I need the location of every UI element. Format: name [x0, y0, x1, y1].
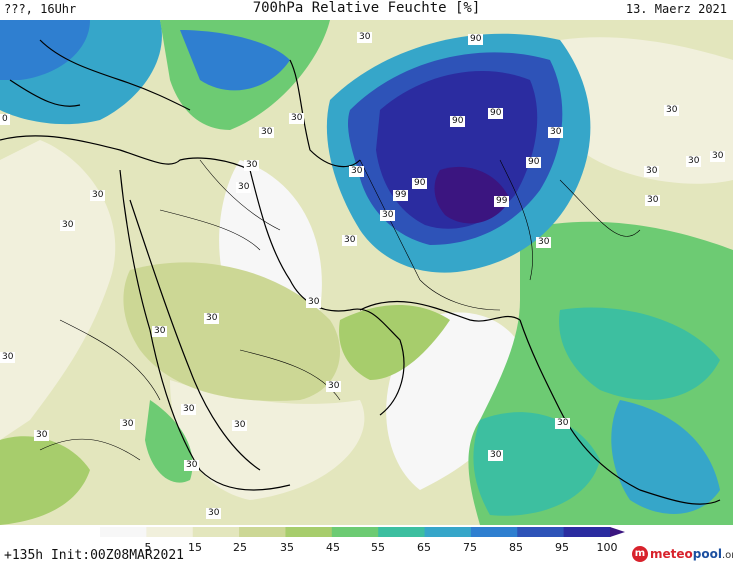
color-scale-tick: 45 — [326, 541, 340, 554]
logo-text: meteopool.org — [650, 547, 733, 561]
logo-icon: m — [632, 546, 648, 562]
contour-label: 90 — [468, 34, 484, 45]
field-arabia — [123, 262, 340, 401]
contour-label: 30 — [488, 450, 504, 461]
contour-label: 30 — [357, 32, 373, 43]
contour-label: 30 — [644, 166, 660, 177]
contour-label: 90 — [450, 116, 466, 127]
humidity-map: 90 90 90 90 90 99 99 30 30 30 30 30 30 30 30 30 30 30 30 30… — [0, 20, 733, 525]
color-scale-swatch — [470, 527, 518, 537]
field-iran-core — [434, 166, 510, 224]
color-scale-swatch — [563, 527, 611, 537]
color-scale-tick: 25 — [233, 541, 247, 554]
contour-label: 90 — [488, 108, 504, 119]
field-nw-wet — [0, 20, 90, 80]
color-scale-swatch — [146, 527, 194, 537]
forecast-time: ???, 16Uhr — [4, 2, 77, 16]
contour-label: 30 — [236, 182, 252, 193]
contour-label: 30 — [306, 297, 322, 308]
color-scale-swatch — [517, 527, 565, 537]
field-dry-arabian-sea — [386, 312, 530, 490]
color-scale-tick: 55 — [371, 541, 385, 554]
contour-label: 30 — [342, 235, 358, 246]
color-scale-tick: 35 — [280, 541, 294, 554]
contour-label: 30 — [232, 420, 248, 431]
map-title: 700hPa Relative Feuchte [%] — [252, 0, 481, 16]
contour-label: 30 — [536, 237, 552, 248]
color-scale-tick: 75 — [463, 541, 477, 554]
color-scale-swatch — [239, 527, 286, 537]
color-scale-tick: 15 — [188, 541, 202, 554]
contour-label: 30 — [686, 156, 702, 167]
field-dry-south — [170, 380, 365, 500]
borders — [39, 159, 641, 461]
contour-label: 30 — [645, 195, 661, 206]
color-scale-swatch — [424, 527, 472, 537]
logo-suffix: .org — [721, 550, 733, 561]
contour-label: 30 — [664, 105, 680, 116]
field-bengal-moist — [473, 412, 600, 516]
meteopool-logo[interactable]: m meteopool.org — [632, 546, 733, 564]
contour-label: 90 — [412, 178, 428, 189]
contour-label: 30 — [548, 127, 564, 138]
contour-label: 99 — [494, 196, 510, 207]
color-scale-tick: 85 — [509, 541, 523, 554]
contour-label: 30 — [90, 190, 106, 201]
field-red-sea-south — [145, 400, 193, 483]
contour-label: 30 — [181, 404, 197, 415]
color-scale-bar — [100, 527, 625, 537]
contour-label: 0 — [0, 114, 10, 125]
logo-main: meteo — [650, 547, 693, 561]
field-india-moist — [559, 307, 720, 400]
contour-label: 30 — [204, 313, 220, 324]
contour-label: 30 — [289, 113, 305, 124]
header: ???, 16Uhr 700hPa Relative Feuchte [%] 1… — [0, 0, 733, 20]
map-canvas — [0, 20, 733, 525]
field-black-sea — [180, 30, 290, 91]
contour-label: 30 — [120, 419, 136, 430]
color-scale-swatch — [192, 527, 240, 537]
valid-date: 13. Maerz 2021 — [625, 2, 727, 16]
color-scale-swatch — [100, 527, 147, 537]
contour-label: 90 — [526, 157, 542, 168]
run-info: +135h Init:00Z08MAR2021 — [4, 548, 185, 563]
color-scale-tick: 100 — [596, 541, 618, 554]
contour-label: 30 — [206, 508, 222, 519]
contour-label: 30 — [555, 418, 571, 429]
contour-label: 30 — [380, 210, 396, 221]
contour-label: 30 — [152, 326, 168, 337]
color-scale-swatch — [285, 527, 333, 537]
field-dry-west — [0, 140, 116, 440]
contour-label: 30 — [60, 220, 76, 231]
contour-label: 30 — [710, 151, 726, 162]
contour-label: 30 — [349, 166, 365, 177]
contour-label: 99 — [393, 190, 409, 201]
field-africa-sw — [0, 436, 90, 525]
contour-label: 30 — [259, 127, 275, 138]
field-east-moist — [611, 400, 720, 514]
logo-accent: pool — [692, 547, 722, 561]
color-scale-swatch — [331, 527, 379, 537]
contour-label: 30 — [0, 352, 16, 363]
field-dry-northeast — [556, 37, 733, 184]
contour-label: 30 — [244, 160, 260, 171]
color-scale-arrow — [610, 527, 625, 537]
contour-label: 30 — [34, 430, 50, 441]
contour-label: 30 — [326, 381, 342, 392]
color-scale-tick: 95 — [555, 541, 569, 554]
contour-label: 30 — [184, 460, 200, 471]
color-scale-tick: 5 — [144, 541, 152, 554]
coastlines — [0, 39, 721, 505]
color-scale-swatch — [378, 527, 426, 537]
field-oman — [339, 305, 450, 380]
color-scale-tick: 65 — [417, 541, 431, 554]
color-scale — [100, 527, 630, 539]
